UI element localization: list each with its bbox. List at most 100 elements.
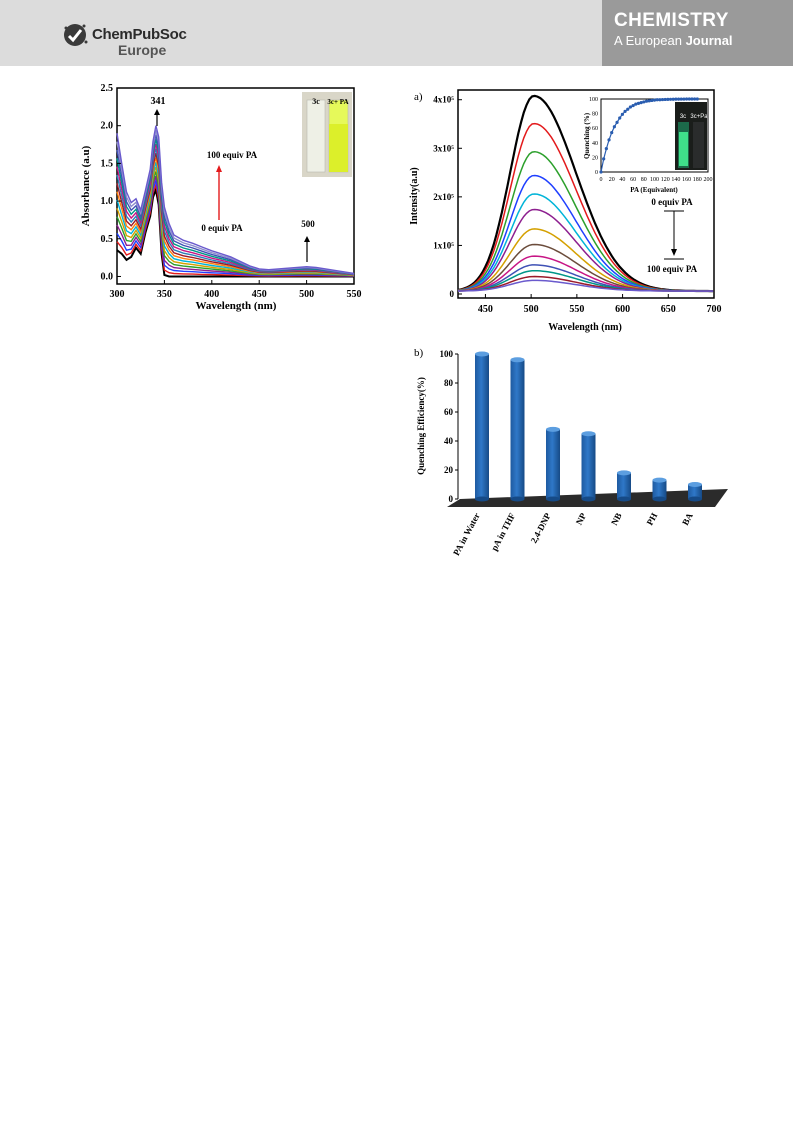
- y-tick-label: 1.0: [101, 196, 114, 207]
- category-label: NP: [574, 511, 589, 527]
- inset-point: [599, 170, 603, 174]
- x-tick-label: 450: [478, 304, 493, 315]
- y-tick-label: 4x10⁵: [433, 95, 454, 105]
- bar-cap: [581, 431, 596, 437]
- inset-point: [636, 101, 641, 105]
- inset-point: [674, 97, 678, 101]
- journal-title-box: [602, 0, 793, 66]
- inset-x-label: PA (Equivalent): [630, 186, 678, 194]
- publisher-region: Europe: [118, 42, 167, 58]
- inset-point: [602, 157, 606, 161]
- category-label: PA in Water: [451, 511, 482, 557]
- inset-point: [655, 98, 659, 102]
- inset-point: [671, 97, 675, 101]
- bar-cap: [688, 482, 702, 487]
- upper-dose-label: 100 equiv PA: [207, 150, 258, 160]
- x-axis-label: Wavelength (nm): [548, 322, 622, 333]
- inset-point: [690, 97, 694, 101]
- inset-point: [626, 107, 630, 111]
- y-tick-label: 2x10⁵: [433, 192, 454, 202]
- inset-vial-photo: 3c 3c+Pa: [675, 102, 708, 170]
- bar-cap: [546, 426, 560, 432]
- bar-body: [652, 480, 667, 499]
- absorbance-series-14: [116, 125, 355, 275]
- bar-body: [510, 359, 525, 499]
- inset-point: [693, 97, 697, 101]
- y-tick-label: 1.5: [101, 158, 114, 169]
- bar-3: [581, 431, 596, 502]
- inset-point: [650, 98, 654, 103]
- inset-point: [642, 100, 646, 104]
- inset-x-tick-label: 0: [600, 177, 603, 183]
- inset-x-tick-label: 40: [619, 177, 625, 183]
- inset-point: [687, 97, 691, 101]
- panel-label-a: a): [414, 91, 423, 103]
- bottom-dose-label: 100 equiv PA: [647, 264, 698, 274]
- band-arrowhead-icon: [304, 236, 310, 242]
- inset-x-tick-label: 200: [704, 177, 713, 183]
- bar-base: [581, 496, 596, 502]
- inset-x-tick-label: 120: [661, 177, 670, 183]
- y-tick-label: 0.0: [101, 271, 114, 282]
- inset-point: [663, 97, 667, 102]
- bar-cap: [652, 477, 667, 483]
- inset-point: [644, 99, 649, 103]
- quenching-inset: 0 20 40 60 80 100 120 140 160 180 200020406080100 …: [583, 97, 713, 194]
- x-tick-label: 600: [615, 304, 630, 315]
- y-tick-label: 40: [444, 436, 454, 446]
- bar-2: [546, 426, 560, 502]
- chempubsoc-logo-icon: [64, 24, 88, 46]
- inset-y-tick-label: 60: [592, 126, 598, 132]
- x-axis-label: Wavelength (nm): [196, 300, 277, 312]
- y-tick-label: 0: [449, 494, 454, 504]
- bar-base: [475, 496, 489, 502]
- inset-point: [658, 98, 662, 102]
- bar-body: [617, 472, 631, 499]
- journal-subtitle-suffix: Journal: [685, 33, 733, 48]
- top-dose-label: 0 equiv PA: [651, 197, 693, 207]
- emission-series-12: [458, 279, 714, 292]
- inset-y-tick-label: 0: [595, 170, 598, 176]
- vial-label-3c: 3c: [680, 114, 686, 120]
- y-axis-label: Quenching Efficiency(%): [416, 377, 426, 475]
- cuvette-label-3c: 3c: [312, 97, 320, 106]
- y-tick-label: 60: [444, 407, 454, 417]
- inset-point: [607, 138, 611, 142]
- category-label: NB: [609, 511, 624, 527]
- x-tick-label: 350: [157, 289, 172, 300]
- y-tick-label: 2.0: [101, 121, 114, 132]
- inset-point: [695, 97, 699, 101]
- band-label: 500: [301, 219, 315, 229]
- journal-subtitle: A European Journal: [614, 33, 733, 48]
- inset-point: [634, 102, 638, 106]
- inset-point: [620, 112, 625, 116]
- inset-point: [682, 97, 686, 101]
- x-tick-label: 450: [252, 289, 267, 300]
- inset-point: [679, 97, 683, 101]
- bar-0: [475, 351, 489, 502]
- inset-point: [631, 103, 635, 108]
- inset-y-tick-label: 40: [592, 141, 598, 147]
- red-trend-arrowhead-icon: [216, 165, 222, 172]
- x-tick-label: 650: [661, 304, 676, 315]
- y-tick-label: 0: [450, 289, 455, 299]
- inset-x-tick-label: 160: [682, 177, 691, 183]
- inset-x-tick-label: 100: [650, 177, 659, 183]
- bar-1: [510, 357, 525, 502]
- bar-base: [688, 496, 702, 502]
- inset-point: [610, 130, 614, 135]
- category-label: 2,4-DNP: [529, 511, 553, 545]
- bar-cap: [510, 357, 525, 363]
- y-tick-label: 0.5: [101, 234, 114, 245]
- inset-y-tick-label: 100: [589, 97, 598, 103]
- bar-base: [652, 496, 667, 502]
- inset-point: [685, 97, 689, 101]
- inset-point: [628, 105, 633, 109]
- publisher-name: ChemPubSoc: [92, 26, 187, 43]
- inset-x-tick-label: 60: [630, 177, 636, 183]
- x-tick-label: 700: [707, 304, 722, 315]
- bar-cap: [475, 351, 489, 357]
- x-tick-label: 500: [299, 289, 314, 300]
